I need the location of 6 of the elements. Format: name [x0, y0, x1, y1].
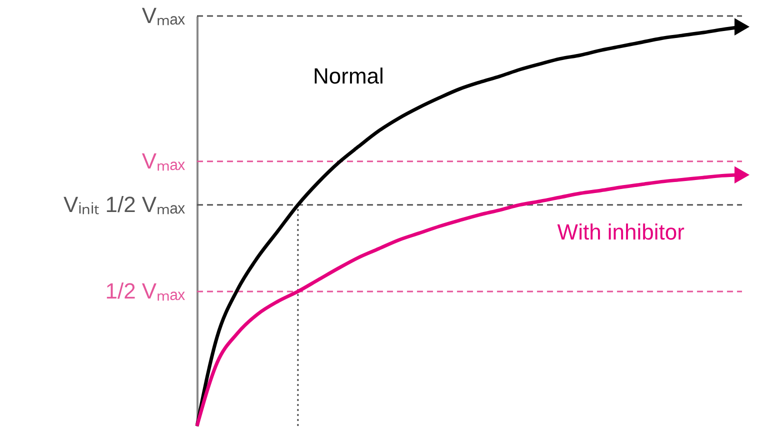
- ref-line-label: Vₘₐₓ: [142, 3, 186, 28]
- series-label: Normal: [313, 64, 384, 89]
- series-label: With inhibitor: [557, 219, 684, 244]
- ref-line-label: Vₘₐₓ: [142, 148, 186, 174]
- ref-line-label: 1/2 Vₘₐₓ: [105, 278, 186, 304]
- ref-line-label: Vᵢₙᵢₜ 1/2 Vₘₐₓ: [64, 192, 186, 217]
